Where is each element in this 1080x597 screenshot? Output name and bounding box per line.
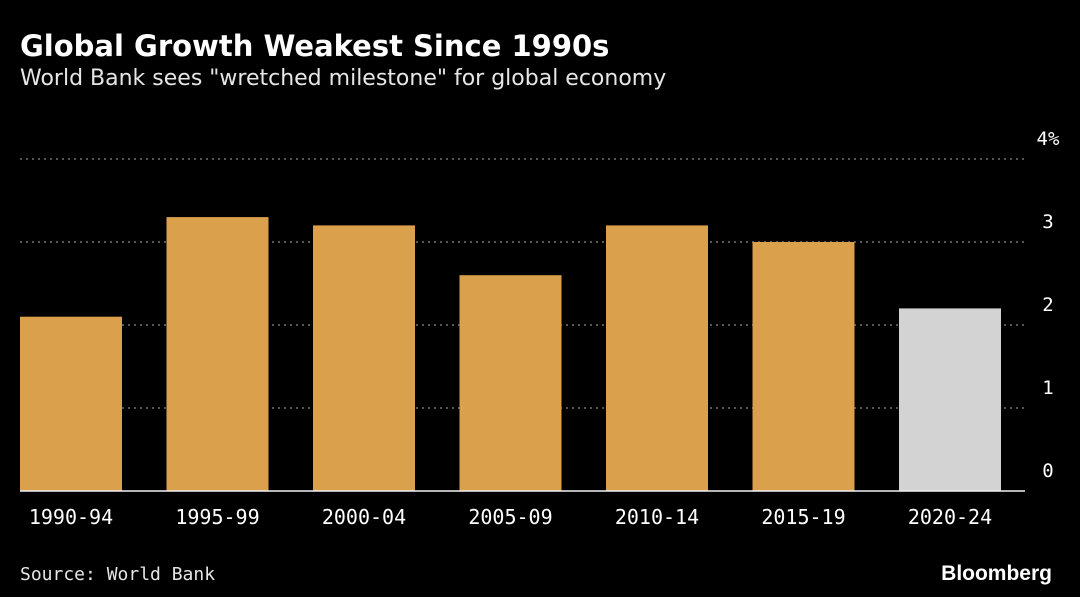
x-tick-label: 1990-94 xyxy=(29,505,113,529)
source-note: Source: World Bank xyxy=(20,564,216,585)
bar xyxy=(459,275,562,491)
x-tick-label: 2015-19 xyxy=(761,505,845,529)
x-tick-label: 2005-09 xyxy=(468,505,552,529)
bar xyxy=(20,316,122,491)
bar xyxy=(752,242,855,491)
bar xyxy=(606,225,708,491)
bar xyxy=(166,217,269,491)
y-tick-label: 1 xyxy=(1042,377,1053,399)
y-tick-label: 0 xyxy=(1042,460,1053,482)
x-tick-label: 2010-14 xyxy=(615,505,699,529)
chart-subtitle: World Bank sees "wretched milestone" for… xyxy=(20,66,667,91)
x-axis-tick-labels: 1990-94 1995-99 2000-04 2005-09 2010-14 2015-… xyxy=(29,505,992,529)
bars xyxy=(20,217,1001,491)
bar xyxy=(899,308,1001,491)
x-tick-label: 2000-04 xyxy=(322,505,406,529)
y-tick-label: 2 xyxy=(1042,294,1053,316)
bar xyxy=(313,225,415,491)
y-axis-tick-labels: 0 1 2 3 4% xyxy=(1037,128,1060,482)
chart-title: Global Growth Weakest Since 1990s xyxy=(20,29,610,63)
y-tick-label: 4% xyxy=(1037,128,1060,150)
y-tick-label: 3 xyxy=(1042,211,1053,233)
x-tick-label: 2020-24 xyxy=(908,505,992,529)
x-tick-label: 1995-99 xyxy=(175,505,259,529)
bloomberg-logo: Bloomberg xyxy=(941,562,1052,585)
